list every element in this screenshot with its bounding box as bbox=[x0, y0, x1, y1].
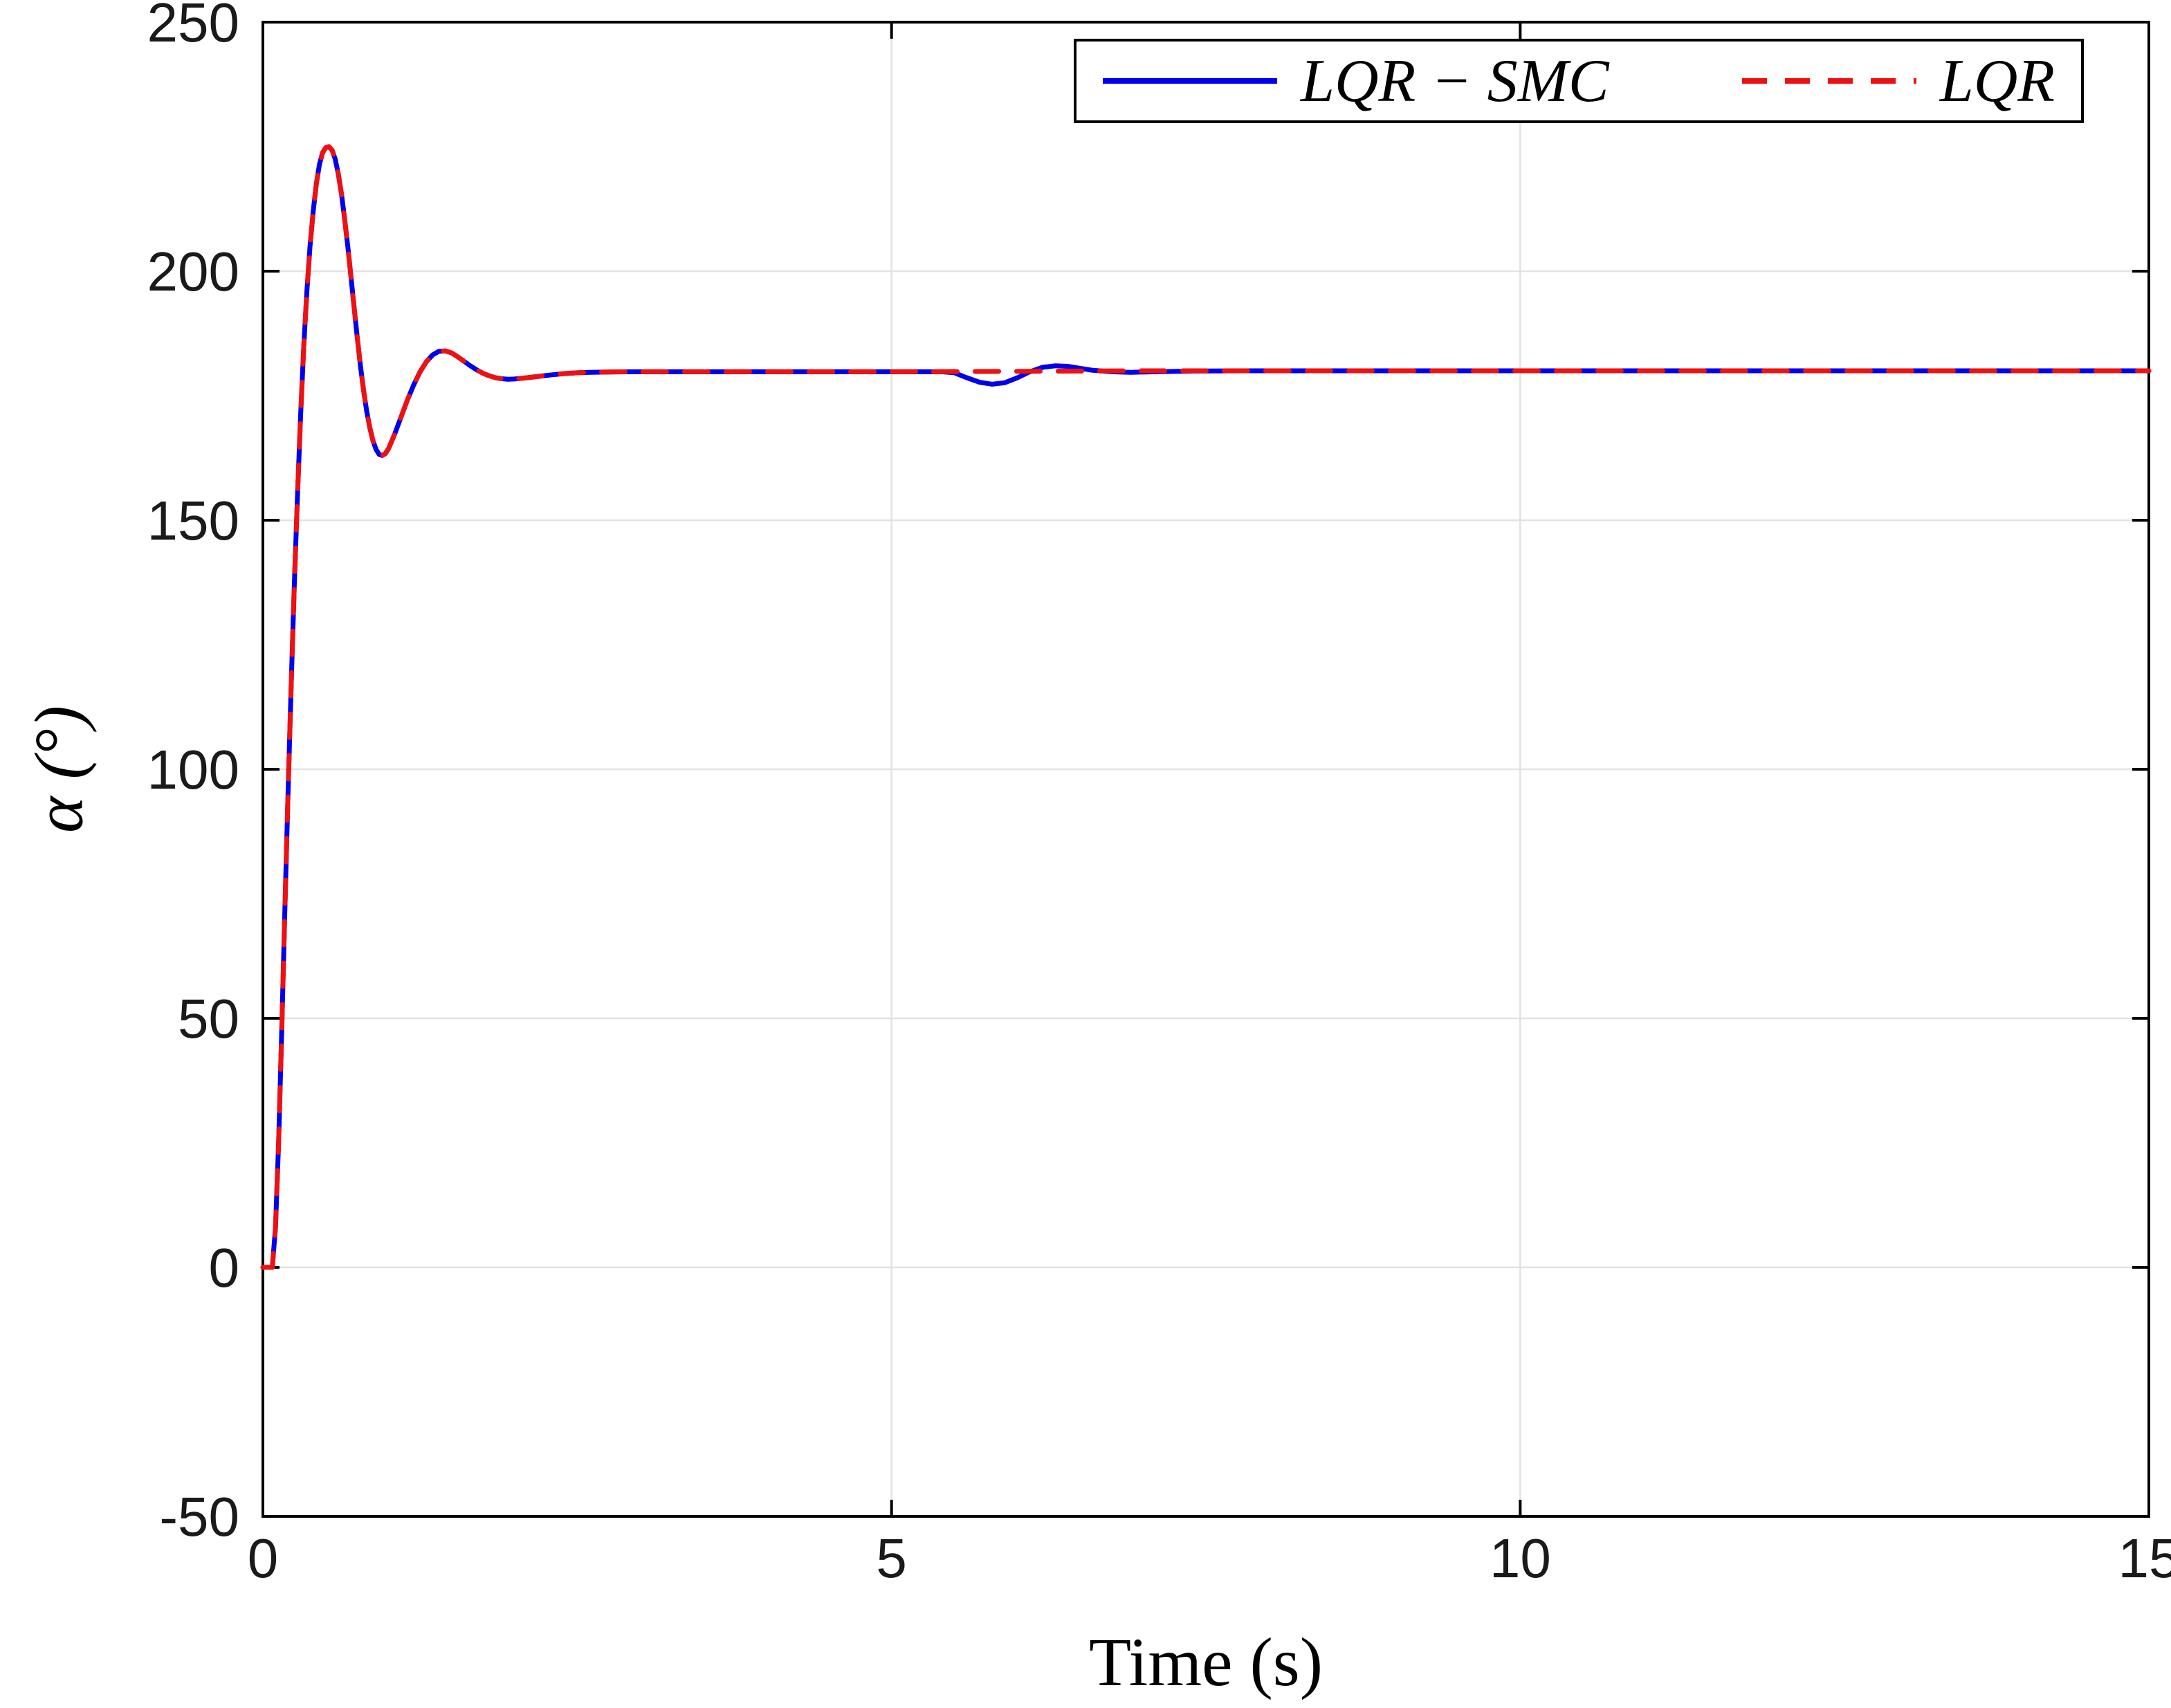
series-line-lqr-smc bbox=[260, 144, 2152, 1270]
series-line-lqr bbox=[260, 144, 2152, 1270]
legend-line-sample-solid bbox=[1103, 78, 1277, 84]
x-axis-label: Time (s) bbox=[1088, 1624, 1323, 1700]
legend: LQR − SMC LQR bbox=[1074, 39, 2084, 123]
x-tick-label: 0 bbox=[248, 1527, 279, 1589]
y-tick-label: 50 bbox=[178, 988, 239, 1049]
legend-entry-lqr-smc: LQR − SMC bbox=[1103, 46, 1609, 116]
y-axis-label: α (°) bbox=[20, 705, 98, 834]
legend-label-lqr-smc: LQR − SMC bbox=[1301, 47, 1609, 115]
x-tick-label: 5 bbox=[876, 1527, 907, 1589]
y-tick-label: 250 bbox=[147, 0, 239, 53]
y-tick-label: -50 bbox=[159, 1486, 239, 1548]
y-tick-label: 100 bbox=[147, 739, 239, 800]
x-tick-label: 15 bbox=[2118, 1527, 2171, 1589]
legend-label-lqr: LQR bbox=[1939, 47, 2055, 115]
y-tick-label: 150 bbox=[147, 490, 239, 551]
y-tick-label: 0 bbox=[209, 1237, 240, 1298]
legend-entry-lqr: LQR bbox=[1741, 46, 2055, 116]
x-tick-label: 10 bbox=[1490, 1527, 1551, 1589]
legend-line-sample-dashed bbox=[1741, 78, 1916, 84]
y-tick-label: 200 bbox=[147, 241, 239, 302]
